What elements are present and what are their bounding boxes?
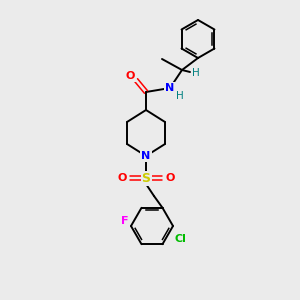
- Text: H: H: [192, 68, 200, 78]
- Text: H: H: [176, 91, 184, 101]
- Text: O: O: [125, 71, 135, 81]
- Text: N: N: [141, 151, 151, 161]
- Text: S: S: [142, 172, 151, 184]
- Text: Cl: Cl: [174, 233, 186, 244]
- Text: O: O: [165, 173, 175, 183]
- Text: F: F: [121, 216, 129, 226]
- Text: N: N: [165, 83, 175, 93]
- Text: O: O: [117, 173, 127, 183]
